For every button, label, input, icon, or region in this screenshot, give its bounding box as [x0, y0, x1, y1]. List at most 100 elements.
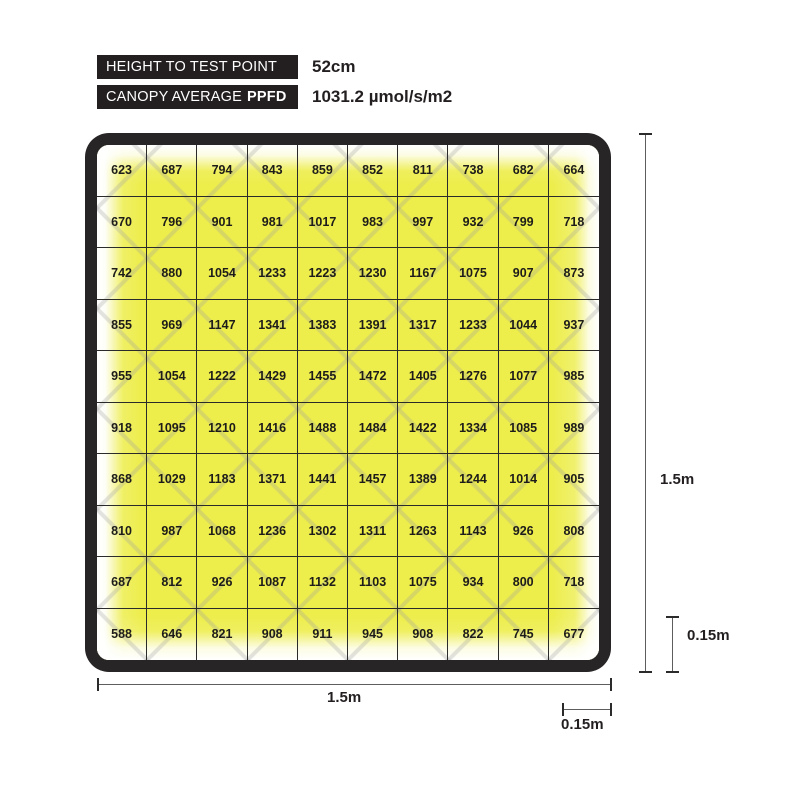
ppfd-cell: 905: [548, 454, 599, 506]
ppfd-cell: 908: [248, 608, 298, 660]
ppfd-cell: 1405: [398, 351, 449, 403]
canopy-label-text: CANOPY AVERAGE: [106, 88, 243, 105]
ppfd-cell: 1317: [398, 299, 449, 351]
ppfd-cell: 926: [498, 505, 549, 557]
right-total-cap-top: [639, 133, 652, 135]
ppfd-cell: 926: [197, 557, 248, 609]
ppfd-cell: 1147: [197, 299, 248, 351]
ppfd-cell: 843: [247, 145, 298, 197]
ppfd-cell: 880: [147, 248, 198, 300]
ppfd-cell: 1077: [498, 351, 549, 403]
ppfd-cell: 687: [97, 557, 148, 609]
ppfd-cell: 1087: [247, 557, 298, 609]
bottom-cell-line: [562, 709, 611, 711]
ppfd-cell: 1484: [348, 402, 399, 454]
ppfd-cell: 1263: [398, 505, 449, 557]
bottom-cell-label: 0.15m: [561, 716, 604, 733]
ppfd-cell: 1457: [348, 454, 399, 506]
ppfd-cell: 1455: [297, 351, 348, 403]
height-row: HEIGHT TO TEST POINT 52cm: [97, 55, 717, 79]
ppfd-cell: 1441: [297, 454, 348, 506]
ppfd-cell: 623: [97, 145, 148, 197]
ppfd-cell: 955: [97, 351, 148, 403]
ppfd-cell: 1233: [448, 299, 499, 351]
ppfd-cell: 1167: [398, 248, 449, 300]
ppfd-cell: 1054: [197, 248, 248, 300]
ppfd-cell: 794: [197, 145, 248, 197]
ppfd-heatmap: 623 687 794 843 859 852 811 738 682 664 670 796 901 9…: [97, 145, 599, 660]
ppfd-cell: 1383: [297, 299, 348, 351]
height-label-badge: HEIGHT TO TEST POINT: [97, 55, 298, 79]
ppfd-cell: 868: [97, 454, 148, 506]
ppfd-cell: 646: [147, 608, 198, 660]
bottom-total-cap-right: [610, 678, 612, 691]
ppfd-cell: 907: [498, 248, 549, 300]
ppfd-cell: 1389: [398, 454, 449, 506]
right-total-cap-bottom: [639, 671, 652, 673]
ppfd-cell: 799: [498, 196, 549, 248]
height-label-text: HEIGHT TO TEST POINT: [106, 58, 278, 75]
ppfd-cell: 985: [548, 351, 599, 403]
ppfd-cell: 911: [298, 608, 348, 660]
ppfd-cell: 682: [498, 145, 549, 197]
ppfd-cell: 937: [548, 300, 599, 351]
ppfd-cell: 1222: [197, 351, 248, 403]
ppfd-cell: 812: [147, 557, 198, 609]
ppfd-cell: 1103: [348, 557, 399, 609]
right-total-label: 1.5m: [660, 471, 695, 488]
right-cell-cap-top: [666, 616, 679, 618]
right-cell-cap-bottom: [666, 671, 679, 673]
ppfd-cell: 1075: [398, 557, 449, 609]
ppfd-cell: 1341: [247, 299, 298, 351]
ppfd-cell: 808: [548, 506, 599, 557]
ppfd-cell: 1422: [398, 402, 449, 454]
ppfd-cell: 1472: [348, 351, 399, 403]
ppfd-cell: 855: [97, 299, 148, 351]
ppfd-cell: 981: [247, 196, 298, 248]
ppfd-cell: 796: [147, 196, 198, 248]
ppfd-cell: 1017: [297, 196, 348, 248]
ppfd-heatmap-frame: 623 687 794 843 859 852 811 738 682 664 670 796 901 9…: [85, 133, 611, 672]
ppfd-cell: 945: [348, 608, 399, 660]
ppfd-cell: 742: [97, 248, 148, 300]
ppfd-cell: 1183: [197, 454, 248, 506]
ppfd-cell: 810: [97, 505, 148, 557]
ppfd-cell: 1143: [448, 505, 499, 557]
ppfd-label-text: PPFD: [247, 88, 287, 105]
ppfd-cell: 1210: [197, 402, 248, 454]
ppfd-cell: 1371: [247, 454, 298, 506]
bottom-total-cap-left: [97, 678, 99, 691]
ppfd-cell: 859: [297, 145, 348, 197]
ppfd-cell: 969: [147, 299, 198, 351]
ppfd-cell: 1391: [348, 299, 399, 351]
ppfd-cell: 1054: [147, 351, 198, 403]
ppfd-cell: 1132: [297, 557, 348, 609]
ppfd-cell: 821: [197, 608, 248, 660]
ppfd-cell: 997: [398, 196, 449, 248]
height-value: 52cm: [312, 57, 356, 76]
ppfd-cell: 1488: [297, 402, 348, 454]
ppfd-cell: 918: [97, 402, 148, 454]
ppfd-cell: 1302: [297, 505, 348, 557]
bottom-total-label: 1.5m: [327, 689, 362, 706]
ppfd-cell: 1044: [498, 299, 549, 351]
ppfd-cell: 1075: [448, 248, 499, 300]
ppfd-cell: 989: [548, 403, 599, 454]
ppfd-cell: 718: [548, 197, 599, 248]
ppfd-cell: 1233: [247, 248, 298, 300]
ppfd-cell: 1223: [297, 248, 348, 300]
ppfd-value-grid: 623 687 794 843 859 852 811 738 682 664 670 796 901 9…: [97, 145, 599, 660]
bottom-cell-cap-right: [610, 703, 612, 716]
right-cell-label: 0.15m: [687, 627, 730, 644]
ppfd-cell: 664: [548, 145, 599, 197]
measurement-summary: HEIGHT TO TEST POINT 52cm CANOPY AVERAGE…: [97, 55, 717, 115]
canopy-ppfd-value: 1031.2 µmol/s/m2: [312, 87, 453, 106]
ppfd-cell: 677: [563, 627, 585, 642]
canopy-row: CANOPY AVERAGE PPFD 1031.2 µmol/s/m2: [97, 85, 717, 109]
canopy-label-badge: CANOPY AVERAGE PPFD: [97, 85, 298, 109]
ppfd-cell: 1029: [147, 454, 198, 506]
ppfd-cell: 1068: [197, 505, 248, 557]
ppfd-cell: 687: [147, 145, 198, 197]
ppfd-cell: 1311: [348, 505, 399, 557]
ppfd-cell: 901: [197, 196, 248, 248]
